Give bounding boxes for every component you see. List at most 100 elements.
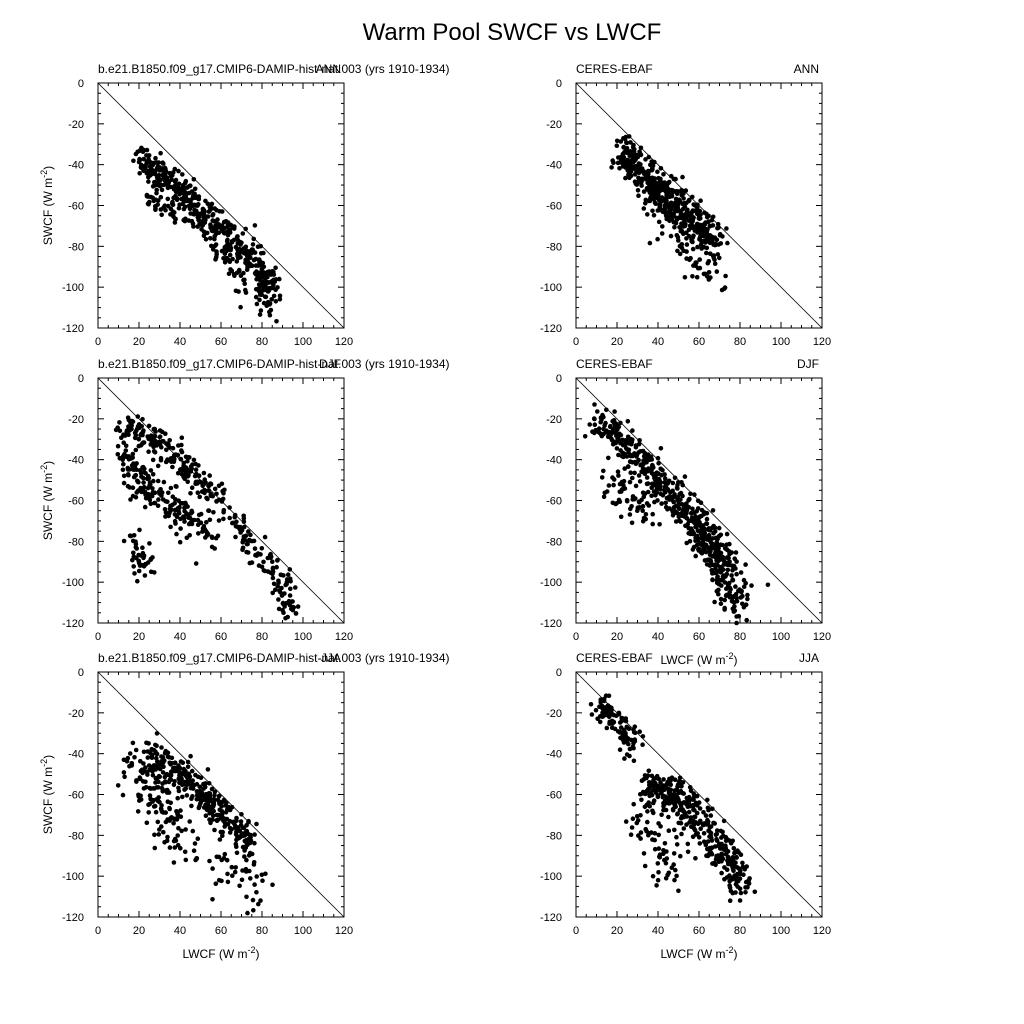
scatter-point [622,756,627,761]
scatter-point [149,171,154,177]
scatter-point [715,562,720,568]
scatter-point [264,303,270,309]
scatter-point [718,542,723,547]
scatter-point [115,425,120,431]
scatter-point [173,216,178,222]
scatter-point [155,463,161,469]
scatter-point [233,524,239,529]
scatter-point [649,773,655,779]
scatter-point [663,782,669,788]
scatter-point [141,475,146,481]
scatter-point [671,499,676,505]
scatter-point [134,778,139,783]
scatter-point [187,819,192,824]
scatter-point [243,226,248,232]
scatter-point [189,466,194,472]
scatter-point [705,260,711,266]
panel-right-label: JJA [321,651,341,665]
scatter-point [277,276,282,282]
scatter-point [240,545,246,551]
scatter-points [115,731,275,916]
scatter-point [181,766,187,772]
scatter-point [195,481,200,486]
scatter-point [661,807,666,813]
scatter-point [644,501,650,506]
scatter-point [617,431,622,437]
scatter-point [209,786,215,792]
scatter-points [113,414,301,621]
x-tick-label: 60 [215,925,227,937]
scatter-point [276,580,281,585]
scatter-point [715,536,720,542]
scatter-point [698,222,704,228]
scatter-point [616,424,622,430]
scatter-point [660,794,666,800]
scatter-point [175,842,181,848]
scatter-point [167,438,172,443]
scatter-point [207,858,212,864]
scatter-point [724,531,730,537]
scatter-point [733,550,739,555]
scatter-point [630,744,636,749]
x-tick-label: 120 [335,336,353,348]
scatter-point [670,806,676,812]
scatter-point [273,265,278,271]
scatter-point [649,485,654,491]
scatter-point [731,868,736,874]
scatter-point [623,163,629,168]
scatter-point [186,203,192,209]
scatter-point [137,171,142,176]
y-tick-label: -100 [540,871,562,883]
y-tick-label: 0 [556,373,562,385]
scatter-point [179,435,185,441]
scatter-point [696,520,702,526]
scatter-point [243,260,248,266]
scatter-point [611,712,616,718]
scatter-point [743,581,748,586]
scatter-point [191,848,197,853]
scatter-point [154,731,160,736]
scatter-point [122,774,127,780]
scatter-point [673,200,678,205]
scatter-point [621,486,626,492]
scatter-point [196,531,201,536]
scatter-point [210,800,216,806]
scatter-point [699,238,704,244]
scatter-point [713,547,718,553]
scatter-point [173,452,178,457]
scatter-point [159,803,164,808]
scatter-point [693,553,698,559]
scatter-point [196,512,202,518]
scatter-point [649,167,655,173]
scatter-point [725,240,730,246]
scatter-point [207,517,213,523]
scatter-point [645,819,650,825]
scatter-point [643,467,648,473]
scatter-point [677,790,683,795]
scatter-point [149,746,154,752]
scatter-point [152,832,157,838]
scatter-point [729,573,734,578]
scatter-point [621,144,627,150]
scatter-point [700,549,705,554]
scatter-point [183,827,188,832]
scatter-point [685,849,691,855]
scatter-point [609,165,614,170]
scatter-point [703,543,709,548]
scatter-point [197,784,203,790]
scatter-point [627,512,633,517]
scatter-point [147,492,152,498]
scatter-point [211,218,217,224]
scatter-point [288,586,293,592]
scatter-point [171,816,176,821]
scatter-point [697,806,703,811]
scatter-point [169,755,175,761]
scatter-point [703,271,708,277]
scatter-point [275,583,281,589]
scatter-point [643,197,649,203]
scatter-point [121,480,127,486]
scatter-point [221,856,227,861]
scatter-point [205,488,211,493]
scatter-point [201,786,206,791]
scatter-point [682,275,688,280]
